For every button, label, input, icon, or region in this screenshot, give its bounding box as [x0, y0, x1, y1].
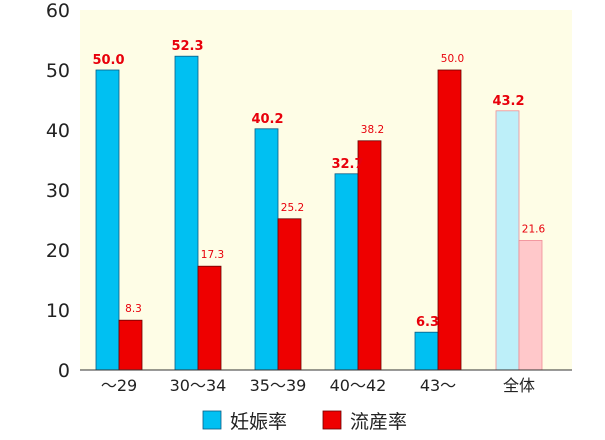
bar-pregnancy [95, 69, 120, 371]
bar-pregnancy [174, 55, 199, 371]
x-category-label: 40～42 [330, 376, 387, 395]
x-category-label: 43～ [420, 376, 456, 395]
legend: 妊娠率 流産率 [202, 410, 407, 433]
bar-miscarriage [437, 69, 462, 371]
x-axis-categories: ～29 30～34 35～39 40～42 43～ 全体 [101, 376, 535, 395]
bar-miscarriage [197, 265, 222, 371]
y-tick-label: 10 [46, 300, 70, 322]
legend-swatch-pregnancy [202, 410, 222, 430]
bar-pregnancy [254, 128, 279, 371]
bar-miscarriage [518, 239, 543, 371]
y-tick-label: 40 [46, 120, 70, 142]
value-label-pregnancy: 6.3 [416, 315, 439, 330]
y-tick-label: 20 [46, 240, 70, 262]
bars [95, 55, 543, 371]
bar-pregnancy [414, 331, 439, 371]
value-label-pregnancy: 52.3 [171, 39, 203, 54]
value-label-pregnancy: 50.0 [92, 53, 124, 68]
value-label-miscarriage: 8.3 [125, 303, 142, 315]
x-category-label: 35～39 [250, 376, 307, 395]
legend-label-pregnancy: 妊娠率 [230, 411, 287, 433]
y-tick-label: 60 [46, 0, 70, 22]
x-category-label: 全体 [503, 376, 535, 395]
value-label-pregnancy: 43.2 [492, 94, 524, 109]
value-label-miscarriage: 21.6 [522, 223, 546, 235]
plot-background [80, 10, 572, 370]
y-tick-label: 0 [58, 360, 70, 382]
value-label-miscarriage: 38.2 [361, 124, 384, 136]
bar-pregnancy [495, 110, 520, 371]
y-tick-label: 50 [46, 60, 70, 82]
bar-miscarriage [118, 319, 143, 371]
value-label-miscarriage: 17.3 [201, 249, 224, 261]
bar-pregnancy [334, 173, 359, 371]
legend-label-miscarriage: 流産率 [350, 411, 407, 433]
y-axis-ticks: 0 10 20 30 40 50 60 [46, 0, 70, 382]
y-tick-label: 30 [46, 180, 70, 202]
value-label-pregnancy: 32.7 [331, 157, 363, 172]
value-label-pregnancy: 40.2 [251, 112, 283, 127]
legend-swatch-miscarriage [322, 410, 342, 430]
value-label-miscarriage: 25.2 [281, 202, 304, 214]
bar-miscarriage [357, 140, 382, 371]
x-category-label: 30～34 [170, 376, 227, 395]
x-category-label: ～29 [101, 376, 137, 395]
value-labels: 50.0 8.3 52.3 17.3 40.2 25.2 32.7 38.2 6.3 50.0 43… [92, 39, 545, 330]
value-label-miscarriage: 50.0 [441, 53, 464, 65]
bar-miscarriage [277, 218, 302, 371]
